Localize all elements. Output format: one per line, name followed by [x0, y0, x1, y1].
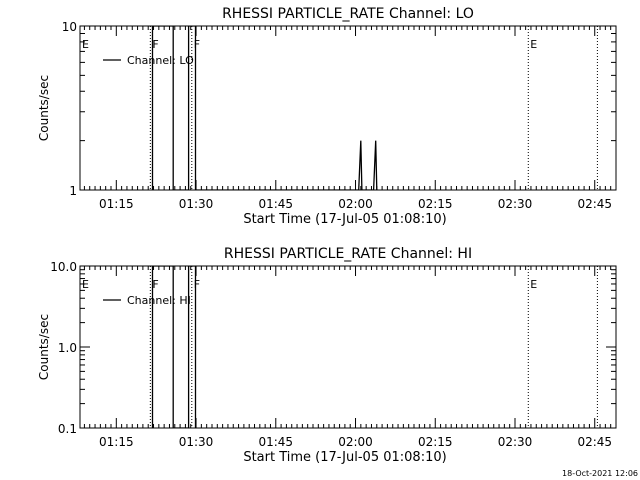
- event-marker-label: F: [194, 38, 200, 51]
- event-marker-label: F: [152, 38, 158, 51]
- event-marker-label: E: [530, 38, 537, 51]
- x-tick-label: 02:45: [577, 435, 612, 449]
- x-tick-label: 01:15: [99, 435, 134, 449]
- y-tick-label: 1.0: [58, 341, 77, 355]
- chart-title: RHESSI PARTICLE_RATE Channel: HI: [224, 246, 472, 262]
- chart-title: RHESSI PARTICLE_RATE Channel: LO: [222, 6, 474, 22]
- x-tick-label: 02:15: [418, 197, 453, 211]
- event-marker-label: E: [530, 278, 537, 291]
- x-tick-label: 02:00: [338, 197, 373, 211]
- x-axis-label: Start Time (17-Jul-05 01:08:10): [243, 212, 446, 227]
- x-tick-label: 01:45: [258, 435, 293, 449]
- series-line: [151, 266, 197, 428]
- y-tick-label: 0.1: [58, 422, 77, 436]
- y-tick-label: 10.0: [50, 260, 77, 274]
- panel-hi: RHESSI PARTICLE_RATE Channel: HI 0.1 1.0 10…: [37, 246, 617, 465]
- y-tick-label: 1: [69, 184, 77, 198]
- event-marker-label: F: [152, 278, 158, 291]
- event-marker-label: F: [194, 278, 200, 291]
- y-axis-label: Counts/sec: [37, 314, 51, 380]
- legend-entry: Channel: HI: [127, 294, 191, 307]
- event-marker-label: E: [82, 278, 89, 291]
- event-marker-label: E: [82, 38, 89, 51]
- x-tick-label: 02:45: [577, 197, 612, 211]
- series-line: [151, 26, 378, 190]
- legend-entry: Channel: LO: [127, 54, 194, 67]
- x-tick-label: 02:30: [498, 435, 533, 449]
- x-tick-label: 02:00: [338, 435, 373, 449]
- x-tick-label: 01:30: [179, 435, 214, 449]
- x-tick-label: 01:30: [179, 197, 214, 211]
- y-tick-label: 10: [62, 20, 77, 34]
- y-axis-label: Counts/sec: [37, 75, 51, 141]
- x-tick-label: 02:30: [498, 197, 533, 211]
- x-tick-label: 01:45: [258, 197, 293, 211]
- x-tick-label: 02:15: [418, 435, 453, 449]
- panel-lo: RHESSI PARTICLE_RATE Channel: LO 1 10 Count…: [37, 6, 617, 227]
- x-axis-label: Start Time (17-Jul-05 01:08:10): [243, 450, 446, 465]
- footer-timestamp: 18-Oct-2021 12:06: [562, 469, 638, 478]
- x-tick-label: 01:15: [99, 197, 134, 211]
